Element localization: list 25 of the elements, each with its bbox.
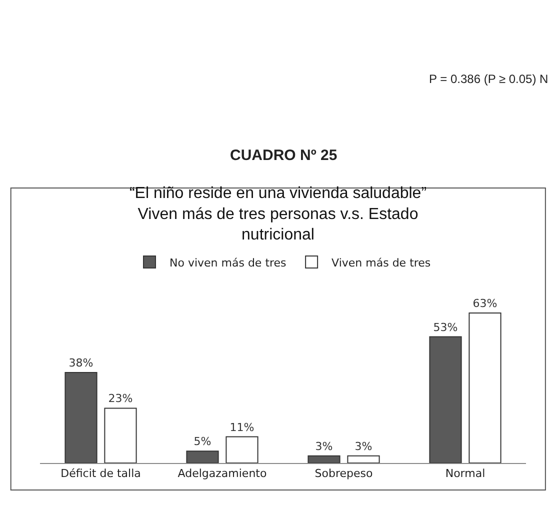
bar	[104, 408, 137, 463]
x-tick-label: Déficit de talla	[60, 467, 141, 480]
data-label: 63%	[472, 297, 498, 310]
legend-label: Viven más de tres	[332, 256, 431, 270]
bar	[226, 436, 258, 463]
data-label: 38%	[68, 356, 94, 370]
bar	[308, 455, 340, 463]
text: CUADRO Nº 25	[230, 147, 338, 164]
x-tick-label: Adelgazamiento	[178, 467, 267, 480]
bar	[468, 312, 502, 463]
bar	[186, 450, 219, 463]
legend-label: No viven más de tres	[170, 256, 287, 270]
chart-title: “El niño reside en una vivienda saludable” Viven más de tres personas v.s. Estado nutricional	[129, 185, 427, 244]
bar	[429, 336, 462, 463]
bar	[64, 372, 98, 463]
data-label: 5%	[194, 435, 212, 448]
text: P = 0.386 (P ≥ 0.05) N	[429, 72, 548, 86]
data-label: 3%	[354, 440, 372, 453]
x-tick-label: Normal	[445, 467, 486, 480]
data-label: 53%	[433, 320, 458, 334]
data-label: 23%	[108, 392, 133, 406]
data-label: 3%	[315, 440, 333, 453]
bar	[347, 455, 380, 463]
x-tick-label: Sobrepeso	[314, 467, 373, 480]
data-label: 11%	[230, 420, 254, 434]
